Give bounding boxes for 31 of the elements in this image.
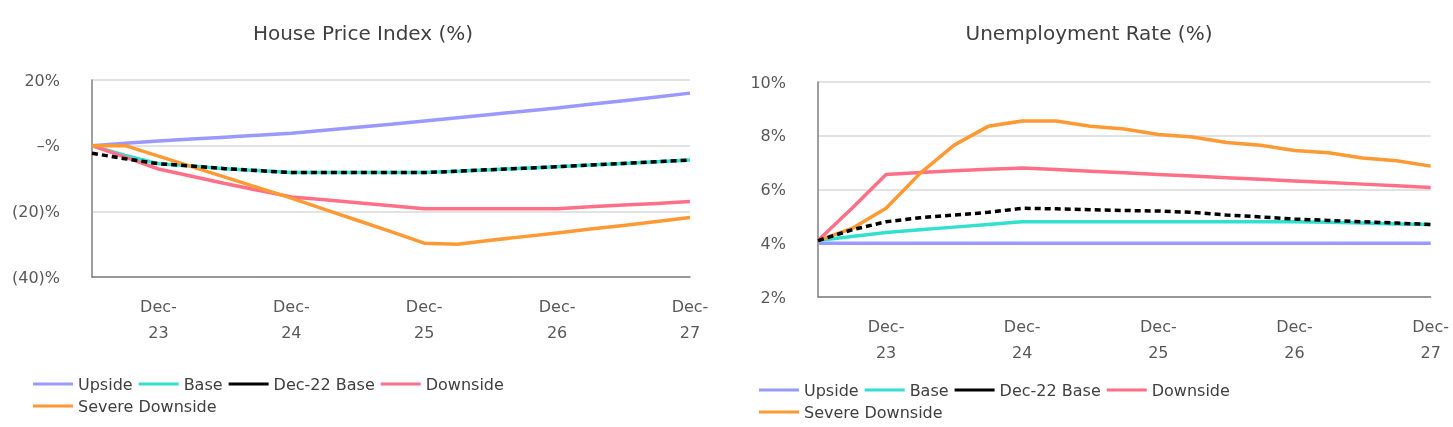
legend-label: Downside xyxy=(1151,380,1230,400)
legend-label: Dec-22 Base xyxy=(273,374,375,394)
y-tick-label: 6% xyxy=(760,180,786,199)
x-tick-label: Dec-23 xyxy=(140,296,177,342)
x-tick-label: Dec-27 xyxy=(1412,316,1449,362)
x-tick-label: Dec-24 xyxy=(1003,316,1041,362)
chart-title: Unemployment Rate (%) xyxy=(965,21,1213,45)
legend-label: Upside xyxy=(804,380,859,400)
y-tick-label: (40)% xyxy=(11,267,60,287)
legend-label: Downside xyxy=(425,374,504,394)
y-tick-label: 2% xyxy=(760,287,786,307)
x-tick-label: Dec-24 xyxy=(272,296,310,342)
legend-label: Severe Downside xyxy=(78,396,217,416)
chart-title: House Price Index (%) xyxy=(252,21,474,45)
x-tick-label: Dec-26 xyxy=(1276,316,1313,362)
legend-label: Base xyxy=(909,380,949,400)
legend-label: Upside xyxy=(78,374,133,394)
x-tick-label: Dec-25 xyxy=(1139,316,1177,362)
x-tick-label: Dec-23 xyxy=(867,316,905,362)
y-tick-label: 4% xyxy=(760,233,786,253)
legend-label: Dec-22 Base xyxy=(999,380,1101,400)
y-tick-label: 20% xyxy=(24,70,60,90)
legend-label: Base xyxy=(183,374,223,394)
legend-label: Severe Downside xyxy=(804,402,943,422)
y-tick-label: 8% xyxy=(760,126,786,146)
x-tick-label: Dec-25 xyxy=(405,296,443,342)
y-tick-label: 10% xyxy=(750,72,786,92)
y-tick-label: (20)% xyxy=(11,201,60,221)
x-tick-label: Dec-27 xyxy=(671,296,709,342)
y-tick-label: –% xyxy=(36,136,60,156)
x-tick-label: Dec-26 xyxy=(538,296,576,342)
